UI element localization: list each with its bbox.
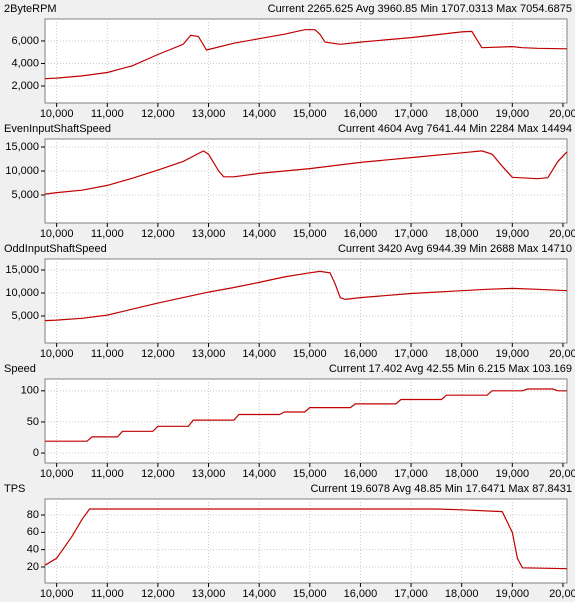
x-tick-label: 16,000 bbox=[344, 228, 378, 240]
chart-stats: Current 2265.625 Avg 3960.85 Min 1707.03… bbox=[268, 3, 572, 15]
plot-area bbox=[44, 258, 568, 344]
y-tick-label: 60 bbox=[27, 526, 39, 538]
x-tick-label: 16,000 bbox=[344, 108, 378, 120]
data-line bbox=[44, 150, 568, 195]
x-tick-label: 12,000 bbox=[141, 228, 175, 240]
plot-area bbox=[44, 378, 568, 464]
chart-panel: 2ByteRPM Current 2265.625 Avg 3960.85 Min… bbox=[4, 3, 575, 120]
data-line bbox=[44, 270, 568, 322]
y-tick-label: 5,000 bbox=[11, 310, 39, 322]
x-tick-label: 19,000 bbox=[495, 228, 529, 240]
x-tick-label: 14,000 bbox=[242, 108, 276, 120]
x-tick-label: 14,000 bbox=[242, 348, 276, 360]
chart-title: 2ByteRPM bbox=[4, 3, 57, 15]
y-tick-label: 4,000 bbox=[11, 57, 39, 69]
x-tick-label: 20,00 bbox=[549, 108, 575, 120]
x-tick-label: 19,000 bbox=[495, 588, 529, 600]
x-tick-label: 11,000 bbox=[91, 348, 124, 360]
x-tick-label: 19,000 bbox=[495, 348, 529, 360]
y-tick-label: 2,000 bbox=[11, 80, 39, 92]
data-line bbox=[44, 508, 568, 570]
x-tick-label: 19,000 bbox=[495, 108, 529, 120]
chart-stats: Current 4604 Avg 7641.44 Min 2284 Max 14… bbox=[338, 123, 572, 135]
plot-area bbox=[44, 18, 568, 104]
x-tick-label: 10,000 bbox=[40, 588, 74, 600]
x-tick-label: 17,000 bbox=[394, 588, 428, 600]
x-tick-label: 15,000 bbox=[293, 108, 327, 120]
x-tick-label: 17,000 bbox=[394, 108, 428, 120]
chart-panel: TPS Current 19.6078 Avg 48.85 Min 17.6471… bbox=[4, 483, 575, 600]
data-line bbox=[45, 388, 567, 442]
x-tick-label: 11,000 bbox=[91, 468, 124, 480]
y-tick-label: 40 bbox=[27, 544, 39, 556]
data-line bbox=[44, 29, 568, 80]
x-tick-label: 11,000 bbox=[91, 108, 124, 120]
x-tick-label: 13,000 bbox=[192, 348, 226, 360]
y-tick-label: 0 bbox=[33, 447, 39, 459]
x-tick-label: 10,000 bbox=[40, 228, 74, 240]
y-tick-label: 80 bbox=[27, 509, 39, 521]
x-tick-label: 14,000 bbox=[242, 588, 276, 600]
x-tick-label: 10,000 bbox=[40, 468, 74, 480]
y-tick-label: 6,000 bbox=[11, 35, 39, 47]
x-tick-label: 12,000 bbox=[141, 588, 175, 600]
x-tick-label: 13,000 bbox=[192, 228, 226, 240]
y-tick-label: 10,000 bbox=[5, 165, 39, 177]
x-tick-label: 11,000 bbox=[91, 228, 124, 240]
y-tick-label: 10,000 bbox=[5, 287, 39, 299]
x-tick-label: 10,000 bbox=[40, 108, 74, 120]
chart-stats: Current 19.6078 Avg 48.85 Min 17.6471 Ma… bbox=[310, 483, 572, 495]
plot-area bbox=[44, 498, 568, 584]
x-tick-label: 17,000 bbox=[394, 348, 428, 360]
x-tick-label: 13,000 bbox=[192, 108, 226, 120]
x-tick-label: 15,000 bbox=[293, 348, 327, 360]
x-tick-label: 12,000 bbox=[141, 468, 175, 480]
y-tick-label: 100 bbox=[21, 385, 39, 397]
x-tick-label: 17,000 bbox=[394, 228, 428, 240]
y-tick-label: 50 bbox=[27, 416, 39, 428]
x-tick-label: 20,00 bbox=[549, 588, 575, 600]
x-tick-label: 20,00 bbox=[549, 468, 575, 480]
y-tick-label: 15,000 bbox=[5, 264, 39, 276]
x-tick-label: 18,000 bbox=[445, 228, 479, 240]
x-tick-label: 19,000 bbox=[495, 468, 529, 480]
x-tick-label: 16,000 bbox=[344, 588, 378, 600]
chart-title: EvenInputShaftSpeed bbox=[4, 123, 111, 135]
x-tick-label: 20,00 bbox=[549, 348, 575, 360]
chart-panel: OddInputShaftSpeed Current 3420 Avg 6944.… bbox=[4, 243, 575, 360]
plot-area bbox=[44, 138, 568, 224]
x-tick-label: 12,000 bbox=[141, 108, 175, 120]
x-tick-label: 16,000 bbox=[344, 468, 378, 480]
chart-panel: EvenInputShaftSpeed Current 4604 Avg 7641… bbox=[4, 123, 575, 240]
x-tick-label: 14,000 bbox=[242, 228, 276, 240]
x-tick-label: 14,000 bbox=[242, 468, 276, 480]
x-tick-label: 10,000 bbox=[40, 348, 74, 360]
x-tick-label: 11,000 bbox=[91, 588, 124, 600]
y-tick-label: 15,000 bbox=[5, 141, 39, 153]
y-tick-label: 5,000 bbox=[11, 189, 39, 201]
x-tick-label: 17,000 bbox=[394, 468, 428, 480]
x-tick-label: 15,000 bbox=[293, 228, 327, 240]
x-tick-label: 15,000 bbox=[293, 468, 327, 480]
x-tick-label: 12,000 bbox=[141, 348, 175, 360]
chart-stats: Current 3420 Avg 6944.39 Min 2688 Max 14… bbox=[338, 243, 572, 255]
chart-title: TPS bbox=[4, 483, 25, 495]
x-tick-label: 18,000 bbox=[445, 468, 479, 480]
y-tick-label: 20 bbox=[27, 561, 39, 573]
x-tick-label: 13,000 bbox=[192, 588, 226, 600]
x-tick-label: 18,000 bbox=[445, 108, 479, 120]
chart-title: OddInputShaftSpeed bbox=[4, 243, 107, 255]
x-tick-label: 15,000 bbox=[293, 588, 327, 600]
x-tick-label: 18,000 bbox=[445, 588, 479, 600]
x-tick-label: 20,00 bbox=[549, 228, 575, 240]
chart-stats: Current 17.402 Avg 42.55 Min 6.215 Max 1… bbox=[329, 363, 572, 375]
x-tick-label: 16,000 bbox=[344, 348, 378, 360]
x-tick-label: 13,000 bbox=[192, 468, 226, 480]
x-tick-label: 18,000 bbox=[445, 348, 479, 360]
chart-panel: Speed Current 17.402 Avg 42.55 Min 6.215 … bbox=[4, 363, 575, 480]
chart-title: Speed bbox=[4, 363, 36, 375]
